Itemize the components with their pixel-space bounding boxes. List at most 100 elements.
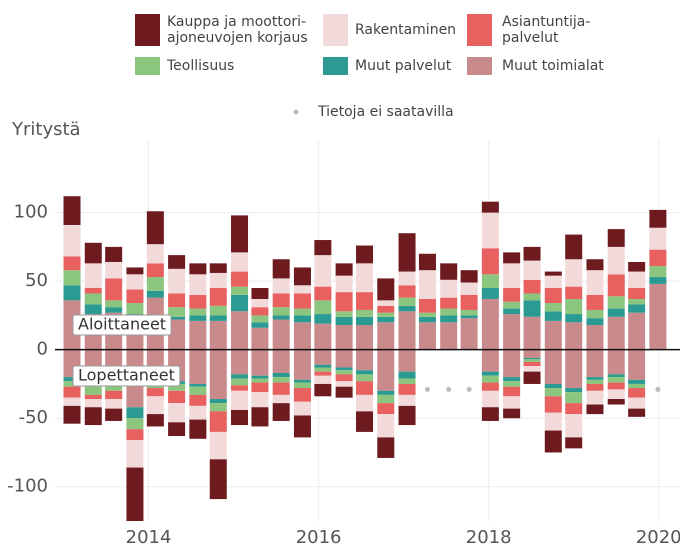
bar-segment [168,390,186,404]
bar-segment [251,382,269,393]
bar-segment [84,288,102,294]
bar-segment [335,386,353,398]
bar-segment [105,399,123,409]
missing-dot [466,386,472,392]
bar-segment [565,322,583,350]
bar-segment [607,382,625,390]
bar-segment [209,305,227,316]
bar-segment [146,263,164,278]
bar-segment [607,274,625,297]
bar-segment [586,309,604,319]
bar-segment [503,349,521,378]
bar-segment [377,349,395,391]
bar-segment [231,390,249,410]
bar-segment [356,325,374,350]
bar-segment [231,349,249,375]
bar-segment [356,381,374,395]
legend-label: Kauppa ja moottori-ajoneuvojen korjaus [167,14,308,46]
bar-segment [503,314,521,350]
bar-segment [398,297,416,306]
bar-segment [105,307,123,313]
bar-segment [231,374,249,379]
bar-segment [126,267,144,275]
bar-segment [209,411,227,432]
bar-segment [523,362,541,367]
bar-segment [377,312,395,317]
bar-segment [168,255,186,269]
bar-segment [544,396,562,413]
bar-segment [272,315,290,320]
bar-segment [63,256,81,271]
bar-segment [105,390,123,400]
bar-segment [565,388,583,393]
bar-segment [335,311,353,317]
bar-segment [607,377,625,383]
bar-segment [189,320,207,350]
bar-segment [356,374,374,382]
bar-segment [503,386,521,397]
y-tick-label: -100 [7,476,48,497]
bar-segment [628,397,646,409]
bar-segment [586,404,604,415]
bar-segment [293,285,311,294]
bar-segment [335,316,353,326]
bar-segment [63,285,81,301]
bar-segment [126,303,144,315]
legend-swatch [467,14,492,46]
bar-segment [146,211,164,245]
legend-label: Muut palvelut [355,58,452,74]
bar-segment [628,288,646,299]
legend-label: Asiantuntija-palvelut [502,14,590,46]
bar-segment [460,270,478,283]
bar-segment [272,259,290,279]
bar-segment [565,286,583,299]
bar-segment [293,382,311,389]
bar-segment [523,300,541,317]
bar-segment [481,288,499,299]
bar-segment [586,379,604,384]
bar-segment [251,392,269,408]
bar-segment [209,349,227,400]
bar-segment [335,325,353,350]
bar-segment [209,431,227,460]
bar-segment [377,414,395,438]
bar-segment [481,382,499,391]
bar-segment [63,224,81,257]
bar-segment [440,297,458,309]
bar-segment [251,298,269,308]
bar-segment [565,414,583,438]
bar-segment [168,383,186,391]
bar-segment [356,349,374,371]
bar-segment [503,396,521,409]
bar-segment [607,296,625,309]
bar-segment [607,308,625,317]
legend-swatch [135,14,160,46]
bar-segment [649,266,667,278]
bar-segment [503,288,521,302]
bar-segment [544,303,562,312]
bar-segment [126,429,144,441]
bar-segment [293,315,311,323]
bar-segment [398,349,416,372]
bar-segment [565,298,583,315]
bar-segment [84,394,102,400]
bar-segment [523,260,541,280]
y-tick-label: 0 [37,339,48,360]
legend-swatch [135,57,160,75]
bar-segment [105,408,123,421]
bar-segment [523,293,541,301]
bar-segment [189,315,207,321]
bar-segment [356,370,374,375]
bar-segment [503,263,521,289]
stack-label: Aloittaneet [78,315,166,334]
bar-segment [398,233,416,272]
bar-segment [544,349,562,384]
bar-segment [481,248,499,275]
bar-segment [377,394,395,404]
x-tick-label: 2014 [126,527,172,547]
bar-segment [649,249,667,267]
bar-segment [565,314,583,323]
bar-segment [565,349,583,389]
bar-segment [146,277,164,291]
bar-segment [293,267,311,286]
